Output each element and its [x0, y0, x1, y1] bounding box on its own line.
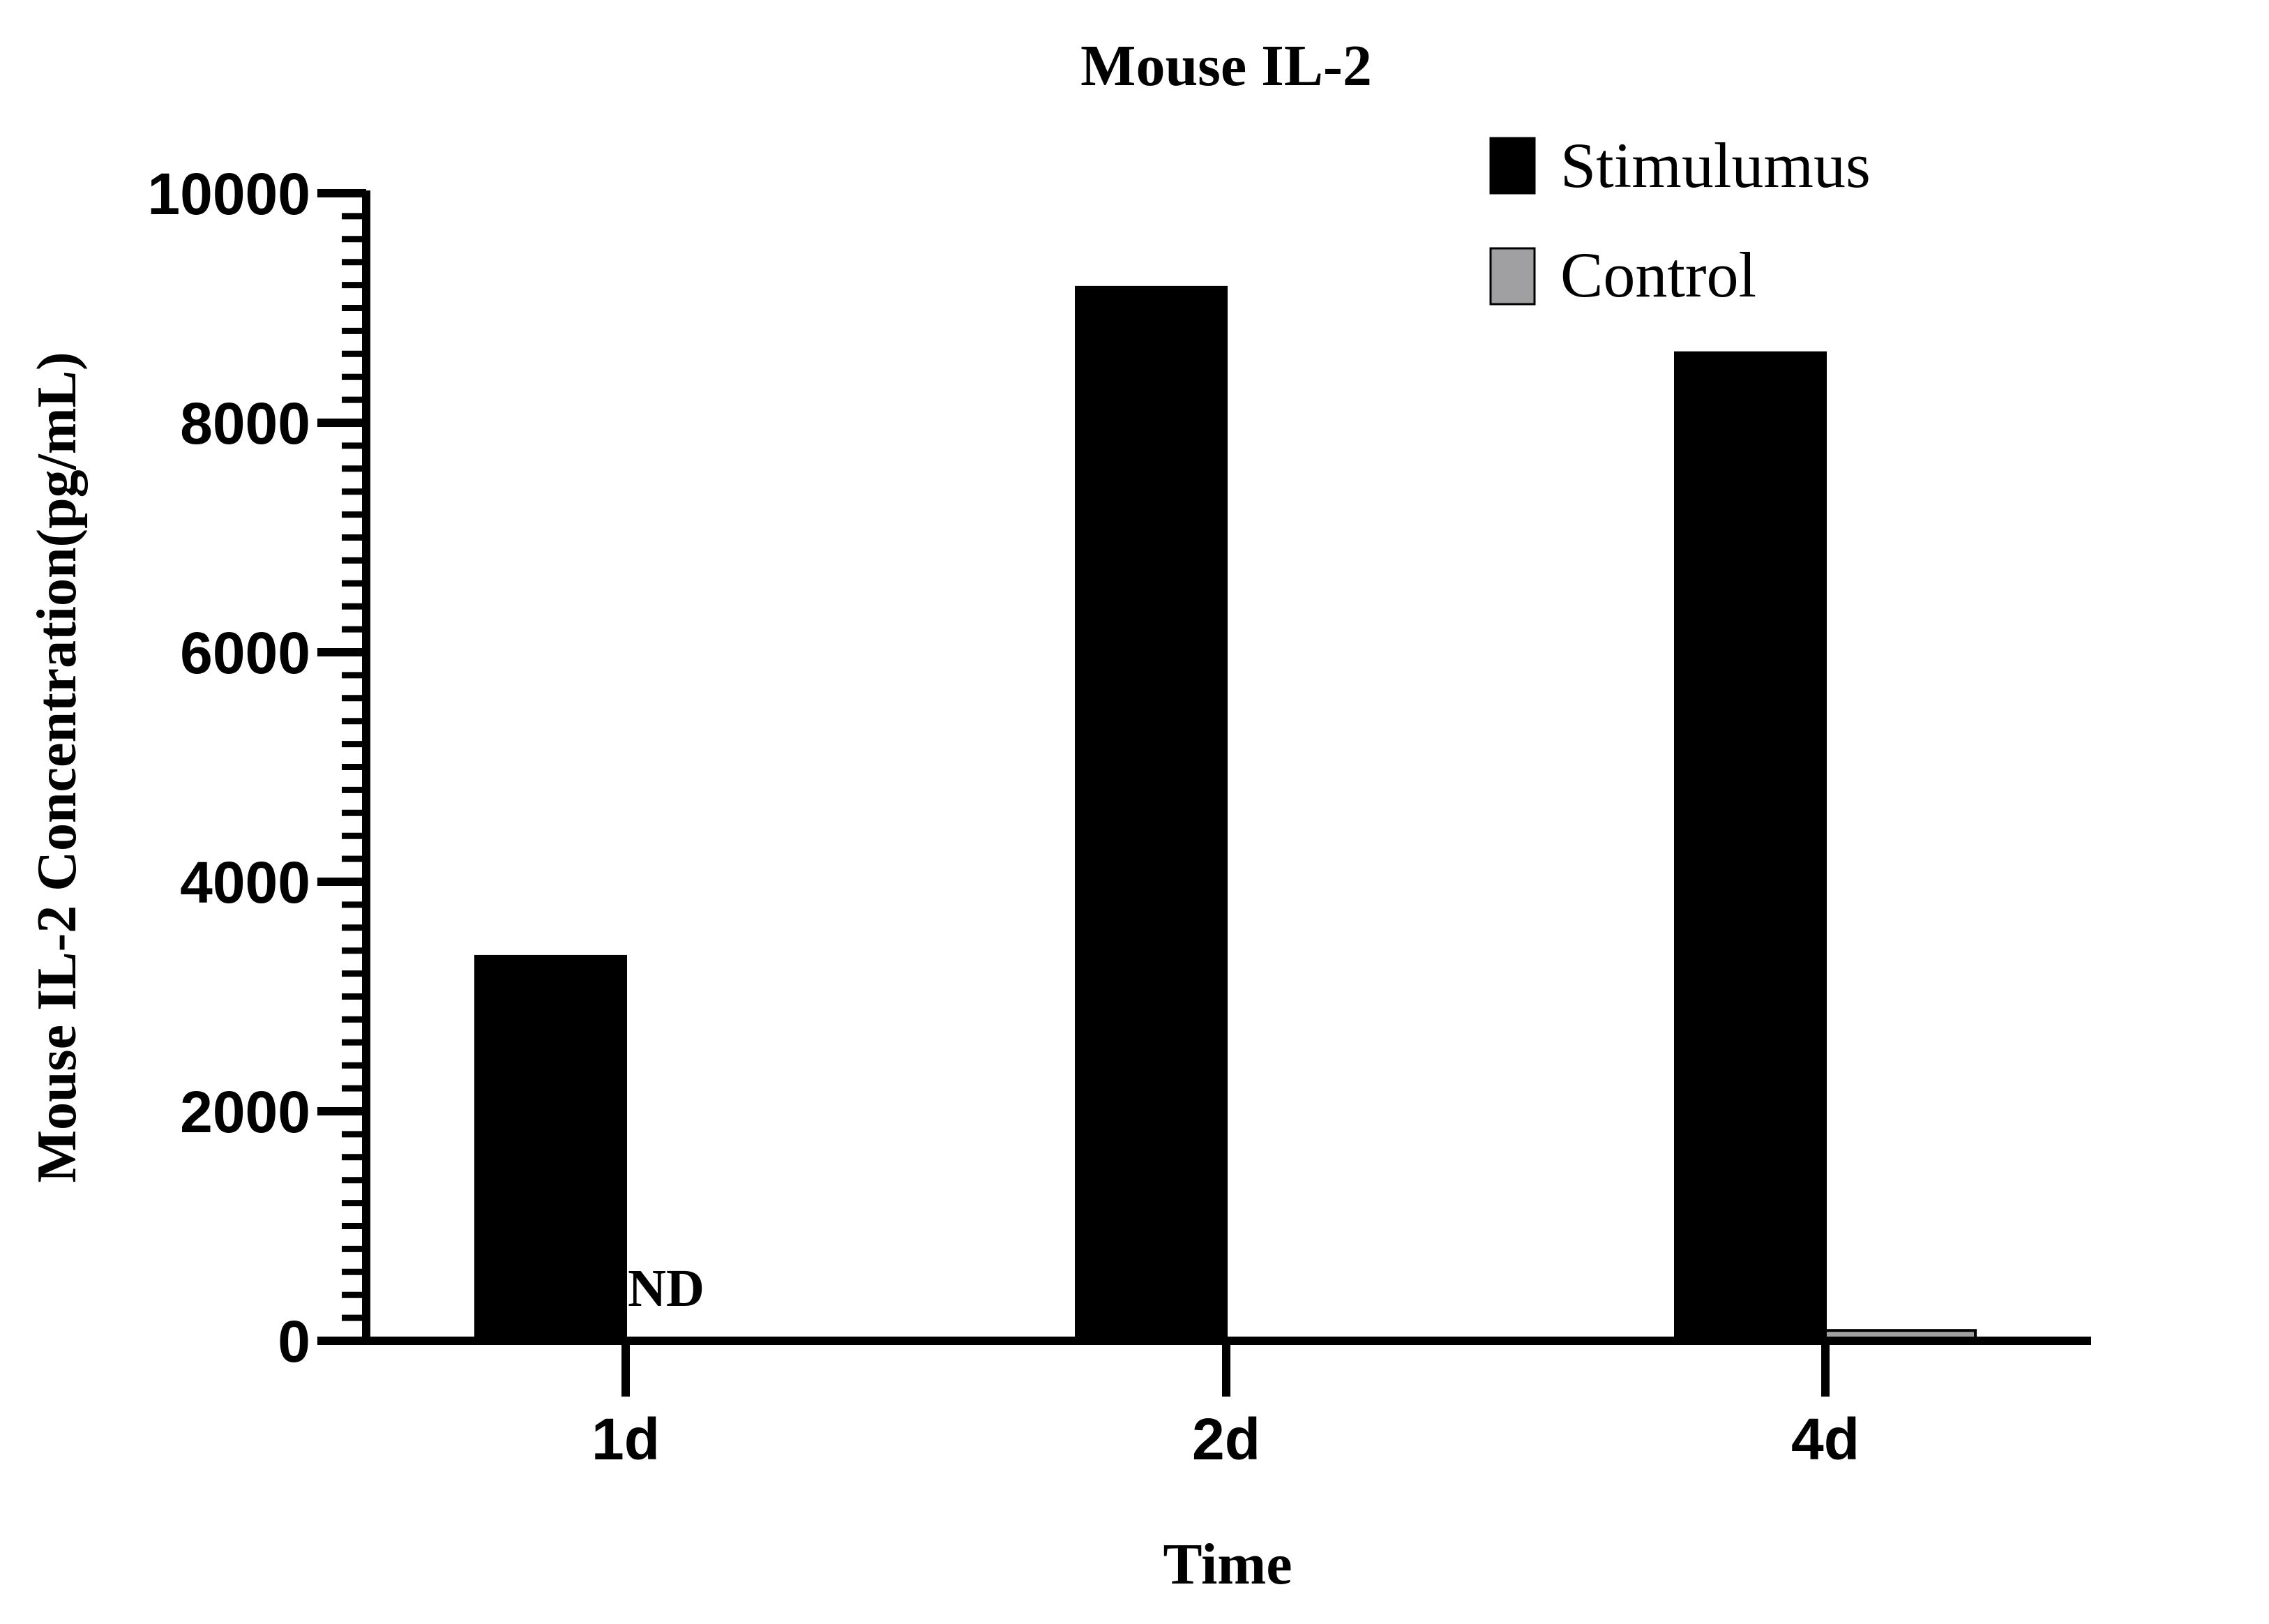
legend-swatch-stimulumus — [1489, 137, 1536, 195]
bar-stimulumus-4d — [1674, 351, 1827, 1342]
x-tick-label: 4d — [1791, 1406, 1860, 1472]
legend: Stimulumus Control — [1489, 130, 1871, 310]
x-axis-label: Time — [1163, 1532, 1292, 1597]
bar-stimulumus-2d — [1075, 285, 1228, 1342]
y-tick-label: 0 — [278, 1309, 310, 1374]
bar-stimulumus-1d — [474, 954, 627, 1343]
y-tick-label: 10000 — [147, 161, 310, 227]
y-axis-label: Mouse IL-2 Concentration(pg/mL) — [27, 352, 88, 1182]
y-tick-label: 2000 — [180, 1079, 310, 1145]
legend-label-stimulumus: Stimulumus — [1560, 130, 1871, 201]
annotation-nd: ND — [628, 1259, 704, 1318]
y-tick-label: 6000 — [180, 620, 310, 686]
y-tick-label: 8000 — [180, 391, 310, 456]
x-tick-label: 2d — [1192, 1406, 1260, 1472]
chart-title: Mouse IL-2 — [1080, 33, 1372, 98]
legend-label-control: Control — [1560, 239, 1756, 310]
x-tick-label: 1d — [591, 1406, 660, 1472]
y-tick-label: 4000 — [180, 850, 310, 915]
legend-swatch-control — [1489, 247, 1536, 306]
